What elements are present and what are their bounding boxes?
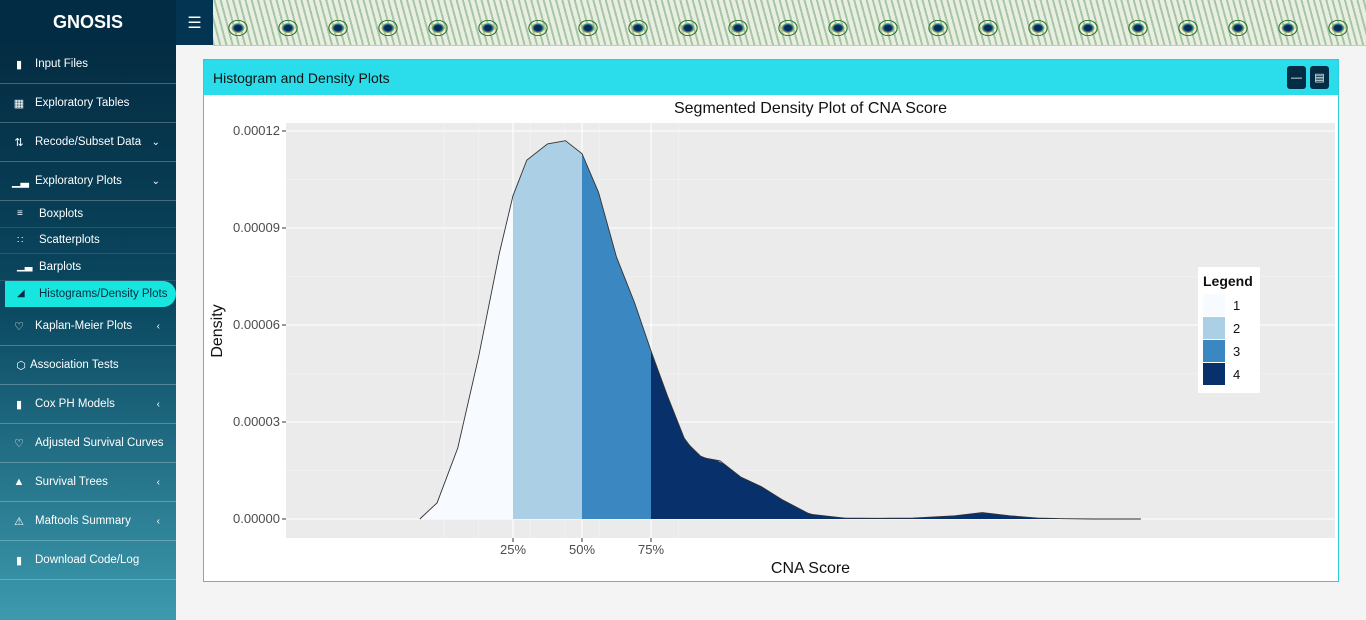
area-chart-icon: ◢ bbox=[17, 288, 25, 300]
chevron-down-icon: ⌄ bbox=[151, 175, 160, 187]
plot-panel: Histogram and Density Plots — ▤ 0.00000 0… bbox=[203, 59, 1339, 582]
density-curve bbox=[419, 140, 1141, 520]
legend-key bbox=[1203, 317, 1225, 339]
panel-title: Histogram and Density Plots bbox=[213, 69, 390, 86]
y-tick-label: 0.00006 bbox=[233, 317, 280, 332]
legend-title: Legend bbox=[1203, 273, 1253, 289]
panel-header: Histogram and Density Plots — ▤ bbox=[204, 60, 1338, 95]
sidebar-item-input-files[interactable]: ▮ Input Files bbox=[0, 45, 176, 84]
y-tick-label: 0.00009 bbox=[233, 220, 280, 235]
sidebar: ▮ Input Files ▦ Exploratory Tables ⇅ Rec… bbox=[0, 45, 176, 620]
sidebar-item-download-code[interactable]: ▮ Download Code/Log bbox=[0, 541, 176, 580]
app-title[interactable]: GNOSIS bbox=[0, 0, 176, 45]
sort-icon: ⇅ bbox=[14, 136, 24, 149]
y-tick-label: 0.00000 bbox=[233, 511, 280, 526]
sidebar-subitem-label: Histograms/Density Plots bbox=[39, 287, 168, 300]
sidebar-item-kaplan-meier[interactable]: ♡ Kaplan-Meier Plots ‹ bbox=[0, 307, 176, 346]
sidebar-subitem-histograms[interactable]: ◢ Histograms/Density Plots bbox=[5, 280, 176, 307]
bar-chart-icon: ▁▃ bbox=[12, 175, 29, 188]
x-tick-label: 25% bbox=[500, 542, 526, 557]
sidebar-item-recode-subset[interactable]: ⇅ Recode/Subset Data ⌄ bbox=[0, 123, 176, 162]
sidebar-item-exploratory-tables[interactable]: ▦ Exploratory Tables bbox=[0, 84, 176, 123]
sidebar-item-label: Recode/Subset Data bbox=[35, 136, 142, 148]
list-icon[interactable]: ▤ bbox=[1310, 66, 1329, 89]
align-left-icon: ≡ bbox=[17, 208, 23, 220]
chevron-left-icon: ‹ bbox=[156, 320, 160, 332]
chevron-left-icon: ‹ bbox=[156, 476, 160, 488]
sidebar-subitem-label: Scatterplots bbox=[39, 234, 100, 247]
sidebar-item-label: Exploratory Tables bbox=[35, 97, 130, 109]
legend-label: 1 bbox=[1233, 298, 1240, 313]
segment-area-4 bbox=[651, 350, 1141, 519]
sidebar-subitem-boxplots[interactable]: ≡ Boxplots bbox=[0, 201, 176, 228]
chart-title: Segmented Density Plot of CNA Score bbox=[674, 100, 947, 117]
legend-label: 4 bbox=[1233, 367, 1240, 382]
sidebar-item-maftools[interactable]: ⚠ Maftools Summary ‹ bbox=[0, 502, 176, 541]
sidebar-item-adjusted-survival[interactable]: ♡ Adjusted Survival Curves bbox=[0, 424, 176, 463]
y-tick-label: 0.00012 bbox=[233, 123, 280, 138]
chevron-left-icon: ‹ bbox=[156, 515, 160, 527]
minus-icon[interactable]: — bbox=[1287, 66, 1306, 89]
chevron-down-icon: ⌄ bbox=[151, 136, 160, 148]
sidebar-subitem-scatterplots[interactable]: ∷ Scatterplots bbox=[0, 228, 176, 254]
sidebar-item-label: Cox PH Models bbox=[35, 398, 115, 410]
hexagon-icon: ⬡ bbox=[16, 359, 26, 372]
sidebar-item-label: Survival Trees bbox=[35, 476, 108, 488]
segment-area-1 bbox=[419, 195, 513, 520]
hamburger-icon[interactable]: ☰ bbox=[176, 0, 213, 45]
legend-label: 3 bbox=[1233, 344, 1240, 359]
file-icon: ▮ bbox=[15, 58, 23, 71]
warning-icon: ⚠ bbox=[14, 515, 24, 528]
sidebar-item-label: Exploratory Plots bbox=[35, 175, 122, 187]
sidebar-item-label: Association Tests bbox=[30, 359, 119, 371]
sidebar-item-label: Adjusted Survival Curves bbox=[35, 437, 164, 449]
sidebar-item-label: Input Files bbox=[35, 58, 89, 70]
segment-area-2 bbox=[513, 140, 582, 519]
bar-chart-icon: ▁▃ bbox=[17, 261, 33, 273]
download-file-icon: ▮ bbox=[15, 554, 23, 567]
sidebar-subitem-label: Barplots bbox=[39, 260, 82, 273]
plot-background bbox=[286, 123, 1335, 538]
legend-label: 2 bbox=[1233, 321, 1240, 336]
sidebar-item-label: Maftools Summary bbox=[35, 515, 131, 527]
sidebar-item-cox-ph[interactable]: ▮ Cox PH Models ‹ bbox=[0, 385, 176, 424]
sidebar-item-label: Kaplan-Meier Plots bbox=[35, 320, 133, 332]
density-chart: 0.00000 0.00003 0.00006 0.00009 0.00012 25% 50… bbox=[209, 100, 1335, 577]
dots-icon: ∷ bbox=[17, 234, 24, 246]
tree-icon: ▲ bbox=[13, 476, 25, 488]
heart-icon: ♡ bbox=[14, 437, 24, 450]
file-chart-icon: ▮ bbox=[15, 398, 23, 411]
sidebar-subitem-label: Boxplots bbox=[39, 207, 84, 220]
sidebar-item-survival-trees[interactable]: ▲ Survival Trees ‹ bbox=[0, 463, 176, 502]
heart-icon: ♡ bbox=[14, 320, 24, 333]
x-tick-label: 75% bbox=[638, 542, 664, 557]
chevron-left-icon: ‹ bbox=[156, 398, 160, 410]
sidebar-subitem-barplots[interactable]: ▁▃ Barplots bbox=[0, 254, 176, 281]
x-tick-label: 50% bbox=[569, 542, 595, 557]
y-tick-label: 0.00003 bbox=[233, 414, 280, 429]
x-axis-label: CNA Score bbox=[771, 560, 850, 577]
sidebar-item-association-tests[interactable]: ⬡ Association Tests bbox=[0, 346, 176, 385]
y-axis-label: Density bbox=[209, 304, 226, 357]
peacock-banner bbox=[213, 0, 1366, 46]
segment-area-3 bbox=[582, 153, 651, 519]
sidebar-item-label: Download Code/Log bbox=[35, 554, 140, 566]
sidebar-item-exploratory-plots[interactable]: ▁▃ Exploratory Plots ⌄ bbox=[0, 162, 176, 201]
legend-key bbox=[1203, 363, 1225, 385]
table-icon: ▦ bbox=[13, 97, 25, 110]
legend-key bbox=[1203, 340, 1225, 362]
legend-key bbox=[1203, 294, 1225, 316]
